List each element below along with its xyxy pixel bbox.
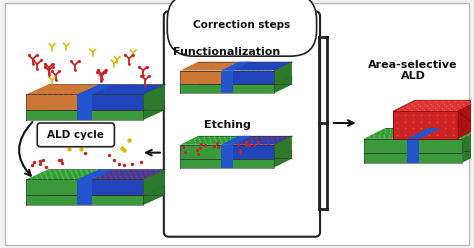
Polygon shape xyxy=(180,150,292,159)
Polygon shape xyxy=(407,128,441,139)
Polygon shape xyxy=(27,110,143,120)
Polygon shape xyxy=(463,142,474,162)
Polygon shape xyxy=(27,185,165,195)
Polygon shape xyxy=(364,153,463,162)
FancyBboxPatch shape xyxy=(37,123,114,147)
FancyBboxPatch shape xyxy=(5,3,469,245)
Polygon shape xyxy=(77,169,114,179)
Polygon shape xyxy=(77,94,92,120)
Polygon shape xyxy=(27,179,85,195)
Polygon shape xyxy=(180,136,245,145)
Polygon shape xyxy=(413,128,474,139)
Polygon shape xyxy=(407,139,419,162)
Polygon shape xyxy=(274,150,292,167)
Polygon shape xyxy=(274,62,292,85)
FancyBboxPatch shape xyxy=(164,11,320,237)
Polygon shape xyxy=(27,85,107,94)
Polygon shape xyxy=(180,62,245,71)
Polygon shape xyxy=(227,136,292,145)
Text: Etching: Etching xyxy=(204,120,251,130)
Polygon shape xyxy=(180,145,227,159)
Polygon shape xyxy=(274,136,292,159)
Polygon shape xyxy=(221,136,251,145)
Polygon shape xyxy=(227,71,274,85)
Polygon shape xyxy=(274,76,292,93)
Polygon shape xyxy=(364,128,435,139)
Polygon shape xyxy=(77,179,92,205)
Polygon shape xyxy=(364,142,474,153)
Polygon shape xyxy=(180,159,274,167)
Polygon shape xyxy=(85,85,165,94)
Polygon shape xyxy=(85,169,165,179)
Polygon shape xyxy=(180,71,227,85)
Polygon shape xyxy=(463,128,474,153)
Polygon shape xyxy=(143,85,165,110)
Text: ALD cycle: ALD cycle xyxy=(47,130,104,140)
Polygon shape xyxy=(393,111,457,139)
Polygon shape xyxy=(27,94,85,110)
Text: Correction steps: Correction steps xyxy=(193,20,291,30)
Polygon shape xyxy=(221,62,251,71)
Polygon shape xyxy=(85,94,143,110)
Polygon shape xyxy=(85,179,143,195)
Text: Functionalization: Functionalization xyxy=(173,47,281,57)
Polygon shape xyxy=(77,85,114,94)
Polygon shape xyxy=(227,145,274,159)
Polygon shape xyxy=(143,185,165,205)
Polygon shape xyxy=(27,169,107,179)
Polygon shape xyxy=(457,100,474,139)
Polygon shape xyxy=(180,76,292,85)
Polygon shape xyxy=(143,100,165,120)
Polygon shape xyxy=(221,145,233,167)
Text: Area-selective
ALD: Area-selective ALD xyxy=(368,60,458,81)
Polygon shape xyxy=(393,100,474,111)
Polygon shape xyxy=(143,169,165,195)
Polygon shape xyxy=(180,85,274,93)
Polygon shape xyxy=(221,71,233,93)
Polygon shape xyxy=(227,62,292,71)
Polygon shape xyxy=(413,139,463,153)
Polygon shape xyxy=(27,195,143,205)
Polygon shape xyxy=(27,100,165,110)
Polygon shape xyxy=(364,139,413,153)
